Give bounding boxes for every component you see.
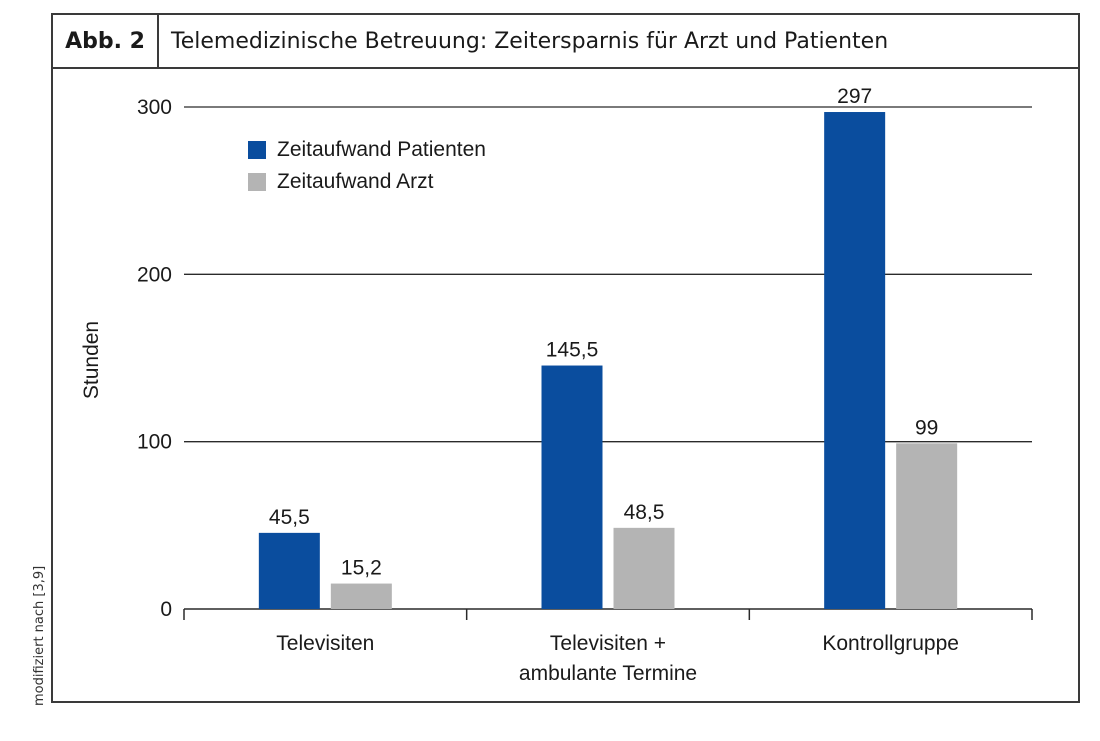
bar xyxy=(613,527,675,609)
y-tick-label: 200 xyxy=(137,263,172,286)
bar xyxy=(541,365,603,609)
legend-item-arzt: Zeitaufwand Arzt xyxy=(248,166,486,198)
legend-item-patienten: Zeitaufwand Patienten xyxy=(248,134,486,166)
figure-title: Telemedizinische Betreuung: Zeitersparni… xyxy=(171,28,889,54)
legend-swatch-patienten xyxy=(248,141,266,159)
x-tick-label: ambulante Termine xyxy=(519,662,697,685)
bar xyxy=(824,112,886,610)
y-tick-label: 100 xyxy=(137,431,172,454)
data-label: 15,2 xyxy=(341,557,382,580)
data-label: 45,5 xyxy=(269,506,310,529)
figure-header: Abb. 2 Telemedizinische Betreuung: Zeite… xyxy=(53,15,1078,69)
bar xyxy=(330,583,392,609)
bar xyxy=(896,443,958,609)
legend: Zeitaufwand Patienten Zeitaufwand Arzt xyxy=(248,134,486,198)
data-label: 297 xyxy=(837,85,872,108)
data-label: 99 xyxy=(915,416,938,439)
y-tick-label: 0 xyxy=(160,598,172,621)
y-axis-title: Stunden xyxy=(80,321,103,399)
x-tick-label: Kontrollgruppe xyxy=(822,632,959,655)
legend-label-arzt: Zeitaufwand Arzt xyxy=(277,170,434,193)
figure-label: Abb. 2 xyxy=(53,15,159,67)
data-label: 145,5 xyxy=(546,339,599,362)
bar xyxy=(258,532,320,609)
x-tick-label: Televisiten xyxy=(276,632,374,655)
legend-label-patienten: Zeitaufwand Patienten xyxy=(277,138,486,161)
data-label: 48,5 xyxy=(624,501,665,524)
legend-swatch-arzt xyxy=(248,173,266,191)
x-tick-label: Televisiten + xyxy=(550,632,666,655)
y-tick-label: 300 xyxy=(137,96,172,119)
